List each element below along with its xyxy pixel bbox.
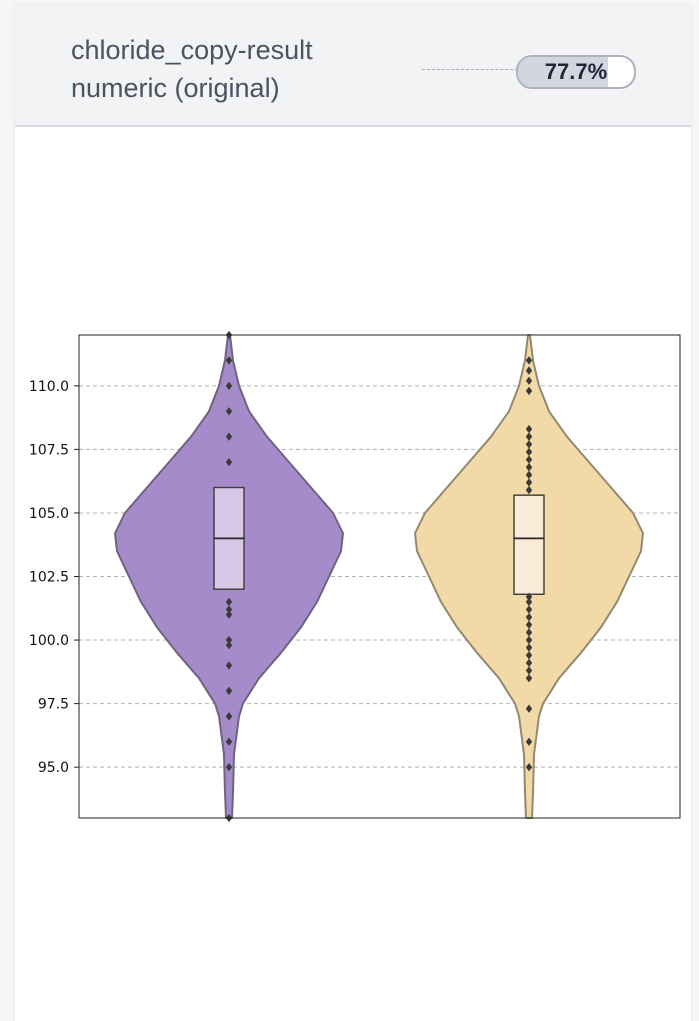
card-header: chloride_copy-result numeric (original) … <box>15 5 691 127</box>
outlier-point <box>225 605 233 614</box>
outlier-point <box>525 620 533 629</box>
outlier-point <box>225 712 233 721</box>
outlier-point <box>525 674 533 683</box>
outlier-point <box>525 478 533 487</box>
outlier-point <box>525 432 533 441</box>
match-connector-line <box>422 69 518 70</box>
outlier-point <box>225 407 233 416</box>
outlier-point <box>525 613 533 622</box>
outlier-point <box>525 658 533 668</box>
outlier-point <box>225 661 233 670</box>
box-plots <box>213 486 545 595</box>
outlier-point <box>225 610 233 619</box>
column-type: numeric (original) <box>71 73 280 103</box>
outlier-point <box>525 762 533 772</box>
outlier-point <box>525 366 533 375</box>
outlier-point <box>225 640 233 650</box>
outlier-point <box>225 356 233 365</box>
outlier-point <box>225 737 233 746</box>
outlier-point <box>225 597 233 607</box>
outlier-point <box>525 455 533 464</box>
violins <box>114 334 644 819</box>
match-percentage-badge: 77.7% <box>516 55 636 89</box>
outlier-point <box>525 605 533 614</box>
outlier-point <box>525 424 533 434</box>
y-tick-label: 95.0 <box>38 760 69 776</box>
outlier-points <box>225 330 533 823</box>
outlier-point <box>225 686 233 696</box>
outlier-point <box>225 457 233 467</box>
column-name: chloride_copy-result <box>71 35 313 65</box>
y-tick-label: 102.5 <box>29 570 69 586</box>
outlier-point <box>525 463 533 472</box>
outlier-point <box>525 376 533 385</box>
plot-frame <box>78 334 681 819</box>
outlier-point <box>225 635 233 645</box>
outlier-point <box>525 592 533 601</box>
y-tick-label: 105.0 <box>29 506 69 522</box>
outlier-point <box>525 737 533 746</box>
column-title-block: chloride_copy-result numeric (original) <box>71 31 313 107</box>
outlier-point <box>225 381 233 391</box>
outlier-point <box>525 386 533 396</box>
y-tick-label: 110.0 <box>29 379 69 395</box>
outlier-point <box>525 485 533 495</box>
y-tick-label: 100.0 <box>29 633 69 649</box>
match-percentage-fill <box>518 57 609 87</box>
y-axis: 95.0 97.5 100.0 102.5 105.0 107.5 110.0 <box>29 379 79 776</box>
match-percentage-label: 77.7% <box>544 59 608 84</box>
outlier-point <box>525 643 533 652</box>
box-iqr <box>513 494 545 595</box>
outlier-point <box>225 432 233 441</box>
outlier-point <box>525 440 533 449</box>
outlier-point <box>525 356 533 365</box>
outlier-point <box>525 447 533 457</box>
outlier-point <box>525 635 533 645</box>
outlier-point <box>525 597 533 607</box>
outlier-point <box>525 628 533 637</box>
outlier-point <box>225 762 233 772</box>
outlier-point <box>525 470 533 479</box>
y-tick-label: 97.5 <box>38 697 69 713</box>
outlier-point <box>525 651 533 660</box>
y-tick-label: 107.5 <box>29 442 69 458</box>
outlier-point <box>525 666 533 675</box>
outlier-point <box>525 704 533 713</box>
